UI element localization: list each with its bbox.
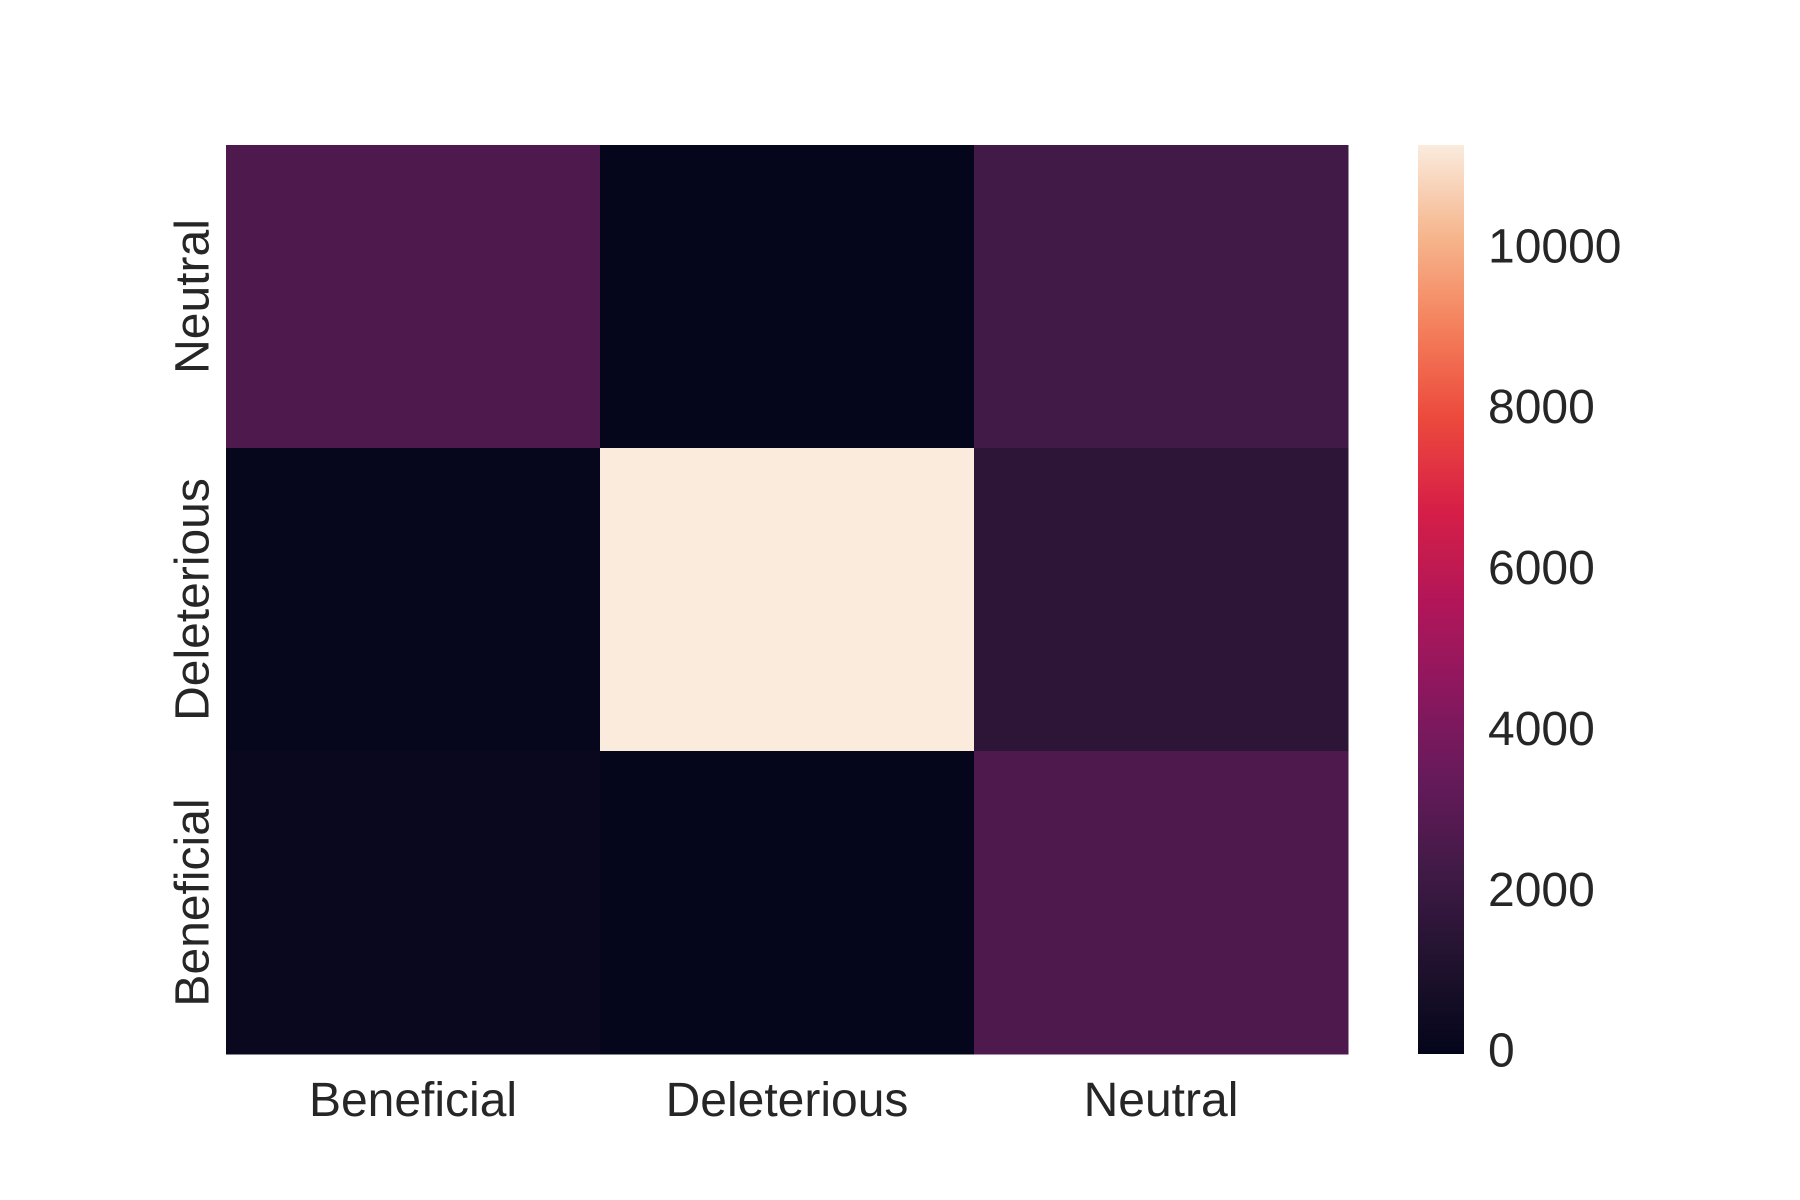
heatmap-cell-r2-c1 (600, 751, 975, 1055)
colorbar-tick-label: 10000 (1488, 220, 1621, 273)
colorbar-tick-label: 4000 (1488, 703, 1595, 756)
colorbar-tick-label: 6000 (1488, 542, 1595, 595)
heatmap-cell-r0-c1 (600, 145, 975, 449)
y-tick-label: Beneficial (167, 798, 220, 1006)
heatmap-cell-r2-c2 (974, 751, 1349, 1055)
heatmap-cell-r0-c2 (974, 145, 1349, 449)
y-tick-label: Deleterious (167, 478, 220, 721)
heatmap-cells (226, 145, 1349, 1055)
x-tick-labels: Beneficial Deleterious Neutral (309, 1074, 1238, 1127)
colorbar: 0 2000 4000 6000 8000 10000 (1418, 145, 1621, 1078)
x-tick-label: Beneficial (309, 1074, 517, 1127)
colorbar-tick-label: 0 (1488, 1025, 1515, 1078)
y-tick-label: Neutral (167, 219, 220, 374)
heatmap-cell-r1-c1 (600, 448, 975, 752)
colorbar-gradient (1418, 145, 1464, 1054)
colorbar-tick-label: 8000 (1488, 381, 1595, 434)
x-tick-label: Deleterious (666, 1074, 909, 1127)
heatmap-cell-r1-c2 (974, 448, 1349, 752)
colorbar-tick-label: 2000 (1488, 864, 1595, 917)
y-tick-labels: Neutral Deleterious Beneficial (167, 219, 220, 1006)
heatmap-cell-r0-c0 (226, 145, 601, 449)
heatmap-cell-r1-c0 (226, 448, 601, 752)
x-tick-label: Neutral (1084, 1074, 1239, 1127)
heatmap-cell-r2-c0 (226, 751, 601, 1055)
